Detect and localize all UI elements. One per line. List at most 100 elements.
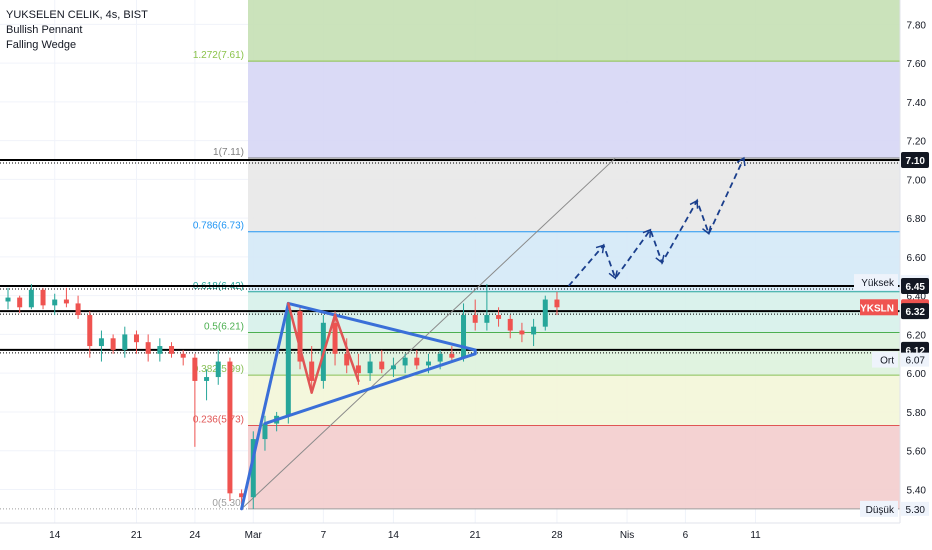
price-badge-text: 6.45 <box>906 282 926 293</box>
candle-body <box>239 493 245 498</box>
candle-body <box>437 353 443 362</box>
x-tick-label: 14 <box>49 530 61 541</box>
candle-body <box>496 315 502 319</box>
fib-zone-1.272 <box>248 0 900 62</box>
price-axis <box>900 0 932 550</box>
y-tick-label: 6.60 <box>907 253 927 264</box>
fib-level-label-1.272: 1.272(7.61) <box>193 50 244 61</box>
candle-body <box>169 346 175 354</box>
y-tick-label: 6.00 <box>907 369 927 380</box>
indicator-label-bullish-pennant[interactable]: Bullish Pennant <box>6 24 83 36</box>
candle-body <box>507 318 513 331</box>
candle-body <box>461 315 467 358</box>
candle-body <box>414 357 420 366</box>
pennant-line <box>286 301 477 352</box>
candle-body <box>122 334 128 350</box>
fib-level-label-0.786: 0.786(6.73) <box>193 221 244 232</box>
candle-body <box>309 361 315 381</box>
candle-body <box>250 439 256 498</box>
fib-level-label-0.236: 0.236(5.73) <box>193 415 244 426</box>
candle-body <box>367 361 373 374</box>
projection-arrowhead <box>689 199 699 209</box>
candle-body <box>355 365 361 374</box>
candle-body <box>449 353 455 358</box>
fib-zone-0.236 <box>248 375 900 426</box>
candle-body <box>75 303 81 316</box>
side-label-bg <box>854 274 898 291</box>
candle-body <box>379 361 385 370</box>
candle-body <box>554 299 560 308</box>
chart-legend: YUKSELEN CELIK, 4s, BIST Bullish Pennant… <box>6 8 148 53</box>
candle-body <box>28 289 34 308</box>
price-badge-text: 7.10 <box>906 156 926 167</box>
x-tick-label: 6 <box>683 530 689 541</box>
price-marker-bg <box>901 352 929 367</box>
price-badge-text: 6.32 <box>906 307 926 318</box>
candle-body <box>519 330 525 335</box>
candle-body <box>531 326 537 335</box>
projection-arrowhead <box>736 156 746 167</box>
x-tick-label: 14 <box>388 530 400 541</box>
indicator-label-falling-wedge[interactable]: Falling Wedge <box>6 39 77 51</box>
fib-level-label-0.5: 0.5(6.21) <box>204 321 244 332</box>
x-tick-label: 28 <box>551 530 563 541</box>
candle-body <box>133 334 139 343</box>
price-marker-text: 5.30 <box>906 505 926 516</box>
candle-body <box>180 353 186 358</box>
symbol-title: YUKSELEN CELIK, 4s, BIST <box>6 9 148 21</box>
projection-arrowhead <box>655 254 665 265</box>
candle-body <box>297 311 303 362</box>
x-tick-label: 21 <box>470 530 482 541</box>
candle-body <box>52 299 58 306</box>
candle-body <box>332 322 338 354</box>
y-tick-label: 7.00 <box>907 175 927 186</box>
candle-body <box>472 315 478 323</box>
fib-zone-0.618 <box>248 231 900 292</box>
candle-body <box>215 361 221 378</box>
candle-body <box>5 297 11 302</box>
fib-level-label-0: 0(5.30) <box>212 498 244 509</box>
projection-path <box>567 157 745 287</box>
price-badge-black <box>901 277 929 294</box>
time-axis <box>0 523 932 550</box>
fib-zone-0 <box>248 425 900 509</box>
candle-body <box>390 365 396 370</box>
candle-body <box>63 299 69 304</box>
trend-line <box>241 157 616 510</box>
candle-body <box>98 338 104 347</box>
candle-body <box>262 423 268 440</box>
candle-body <box>157 346 163 354</box>
x-tick-label: 7 <box>321 530 327 541</box>
y-tick-label: 7.40 <box>907 98 927 109</box>
side-label-bg <box>860 500 898 517</box>
candle-body <box>145 342 151 354</box>
y-tick-label: 6.20 <box>907 330 927 341</box>
x-tick-label: Mar <box>245 530 263 541</box>
fib-level-label-1: 1(7.11) <box>213 147 244 158</box>
side-label-yksln: YKSLN <box>860 303 894 314</box>
pennant-line <box>263 352 477 426</box>
x-tick-label: 21 <box>131 530 143 541</box>
side-label-bg <box>872 351 898 368</box>
candle-body <box>484 315 490 323</box>
y-tick-label: 7.80 <box>907 20 927 31</box>
x-tick-label: 24 <box>189 530 201 541</box>
candle-body <box>227 361 233 494</box>
y-tick-label: 5.80 <box>907 408 927 419</box>
candle-body <box>402 357 408 366</box>
price-marker-bg <box>901 501 929 516</box>
y-tick-label: 6.40 <box>907 292 927 303</box>
candle-body <box>285 311 291 416</box>
wedge-line <box>287 302 313 394</box>
y-tick-label: 5.40 <box>907 485 927 496</box>
fib-zone-1 <box>248 61 900 159</box>
y-tick-label: 7.20 <box>907 137 927 148</box>
side-label-düşük: Düşük <box>866 505 895 516</box>
wedge-line <box>333 313 360 383</box>
side-label-yüksek: Yüksek <box>861 278 895 289</box>
projection-arrowhead <box>608 270 618 280</box>
fib-zone-0.786 <box>248 158 900 232</box>
y-tick-label: 7.60 <box>907 59 927 70</box>
candle-body <box>17 297 23 308</box>
